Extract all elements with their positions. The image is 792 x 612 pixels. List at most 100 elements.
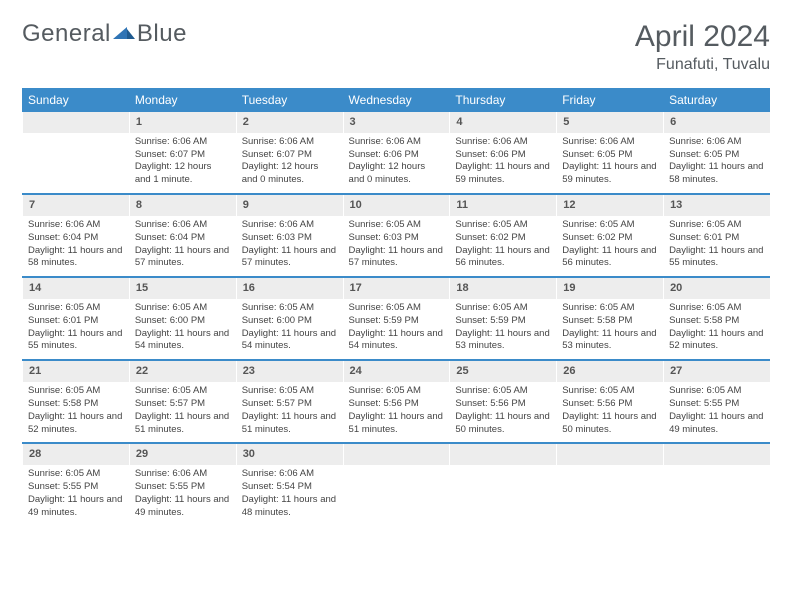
day-details: Sunrise: 6:05 AMSunset: 5:56 PMDaylight:…: [343, 382, 450, 442]
day-number: 7: [22, 195, 129, 216]
day-details: Sunrise: 6:06 AMSunset: 5:54 PMDaylight:…: [236, 465, 343, 525]
calendar-empty: [556, 443, 663, 525]
calendar-day: 27Sunrise: 6:05 AMSunset: 5:55 PMDayligh…: [663, 360, 770, 442]
calendar-day: 8Sunrise: 6:06 AMSunset: 6:04 PMDaylight…: [129, 194, 236, 276]
day-number: 4: [449, 112, 556, 133]
calendar-day: 23Sunrise: 6:05 AMSunset: 5:57 PMDayligh…: [236, 360, 343, 442]
day-details: Sunrise: 6:05 AMSunset: 6:00 PMDaylight:…: [129, 299, 236, 359]
calendar-day: 21Sunrise: 6:05 AMSunset: 5:58 PMDayligh…: [22, 360, 129, 442]
sunset-text: Sunset: 6:05 PM: [669, 149, 764, 162]
sunset-text: Sunset: 5:55 PM: [669, 398, 764, 411]
calendar-day: 1Sunrise: 6:06 AMSunset: 6:07 PMDaylight…: [129, 112, 236, 193]
sunrise-text: Sunrise: 6:05 AM: [669, 385, 764, 398]
month-title: April 2024: [635, 20, 770, 54]
calendar-day: 19Sunrise: 6:05 AMSunset: 5:58 PMDayligh…: [556, 277, 663, 359]
day-header: Tuesday: [236, 88, 343, 112]
sunrise-text: Sunrise: 6:05 AM: [562, 385, 657, 398]
day-number: 10: [343, 195, 450, 216]
sunrise-text: Sunrise: 6:05 AM: [349, 385, 444, 398]
day-details: Sunrise: 6:05 AMSunset: 5:57 PMDaylight:…: [129, 382, 236, 442]
daylight-text: Daylight: 11 hours and 52 minutes.: [669, 328, 764, 354]
sunrise-text: Sunrise: 6:05 AM: [455, 219, 550, 232]
calendar-day: 24Sunrise: 6:05 AMSunset: 5:56 PMDayligh…: [343, 360, 450, 442]
sunrise-text: Sunrise: 6:05 AM: [242, 302, 337, 315]
day-details: Sunrise: 6:05 AMSunset: 6:03 PMDaylight:…: [343, 216, 450, 276]
location-label: Funafuti, Tuvalu: [635, 56, 770, 74]
calendar-empty: [343, 443, 450, 525]
daylight-text: Daylight: 11 hours and 53 minutes.: [455, 328, 550, 354]
day-number: 20: [663, 278, 770, 299]
sunset-text: Sunset: 6:00 PM: [242, 315, 337, 328]
calendar-empty: [22, 112, 129, 193]
day-number: 28: [22, 444, 129, 465]
day-number: 21: [22, 361, 129, 382]
sunrise-text: Sunrise: 6:06 AM: [135, 136, 230, 149]
calendar-day: 14Sunrise: 6:05 AMSunset: 6:01 PMDayligh…: [22, 277, 129, 359]
sunset-text: Sunset: 5:58 PM: [562, 315, 657, 328]
calendar-day: 18Sunrise: 6:05 AMSunset: 5:59 PMDayligh…: [449, 277, 556, 359]
sunset-text: Sunset: 6:00 PM: [135, 315, 230, 328]
day-number: 3: [343, 112, 450, 133]
sunrise-text: Sunrise: 6:05 AM: [455, 385, 550, 398]
sunset-text: Sunset: 5:58 PM: [669, 315, 764, 328]
day-number: 24: [343, 361, 450, 382]
day-details: Sunrise: 6:05 AMSunset: 6:02 PMDaylight:…: [449, 216, 556, 276]
calendar-empty: [449, 443, 556, 525]
sunset-text: Sunset: 6:01 PM: [669, 232, 764, 245]
daylight-text: Daylight: 11 hours and 55 minutes.: [669, 245, 764, 271]
calendar-head: SundayMondayTuesdayWednesdayThursdayFrid…: [22, 88, 770, 112]
sunset-text: Sunset: 5:59 PM: [455, 315, 550, 328]
sunset-text: Sunset: 6:05 PM: [562, 149, 657, 162]
daylight-text: Daylight: 12 hours and 0 minutes.: [242, 161, 337, 187]
day-details: Sunrise: 6:05 AMSunset: 5:58 PMDaylight:…: [556, 299, 663, 359]
day-number: 23: [236, 361, 343, 382]
day-header: Saturday: [663, 88, 770, 112]
day-number: 11: [449, 195, 556, 216]
day-details: Sunrise: 6:05 AMSunset: 5:55 PMDaylight:…: [663, 382, 770, 442]
day-number: 15: [129, 278, 236, 299]
sunset-text: Sunset: 5:55 PM: [135, 481, 230, 494]
day-number: 8: [129, 195, 236, 216]
daylight-text: Daylight: 11 hours and 49 minutes.: [28, 494, 123, 520]
calendar-day: 9Sunrise: 6:06 AMSunset: 6:03 PMDaylight…: [236, 194, 343, 276]
calendar-day: 2Sunrise: 6:06 AMSunset: 6:07 PMDaylight…: [236, 112, 343, 193]
day-details: Sunrise: 6:06 AMSunset: 6:07 PMDaylight:…: [129, 133, 236, 193]
daylight-text: Daylight: 11 hours and 50 minutes.: [455, 411, 550, 437]
daylight-text: Daylight: 11 hours and 54 minutes.: [242, 328, 337, 354]
day-details: Sunrise: 6:05 AMSunset: 5:56 PMDaylight:…: [449, 382, 556, 442]
calendar-day: 30Sunrise: 6:06 AMSunset: 5:54 PMDayligh…: [236, 443, 343, 525]
daylight-text: Daylight: 11 hours and 49 minutes.: [135, 494, 230, 520]
sunset-text: Sunset: 6:04 PM: [28, 232, 123, 245]
day-number: 9: [236, 195, 343, 216]
calendar-day: 22Sunrise: 6:05 AMSunset: 5:57 PMDayligh…: [129, 360, 236, 442]
daylight-text: Daylight: 11 hours and 54 minutes.: [135, 328, 230, 354]
day-number: 14: [22, 278, 129, 299]
sunset-text: Sunset: 6:06 PM: [455, 149, 550, 162]
day-details: Sunrise: 6:05 AMSunset: 5:58 PMDaylight:…: [663, 299, 770, 359]
daylight-text: Daylight: 11 hours and 58 minutes.: [28, 245, 123, 271]
calendar-day: 7Sunrise: 6:06 AMSunset: 6:04 PMDaylight…: [22, 194, 129, 276]
day-details: Sunrise: 6:06 AMSunset: 6:04 PMDaylight:…: [22, 216, 129, 276]
logo-text-1: General: [22, 20, 111, 48]
daylight-text: Daylight: 11 hours and 57 minutes.: [242, 245, 337, 271]
logo-text-2: Blue: [137, 20, 187, 48]
day-number: 30: [236, 444, 343, 465]
day-details: Sunrise: 6:05 AMSunset: 6:01 PMDaylight:…: [22, 299, 129, 359]
day-details: Sunrise: 6:05 AMSunset: 6:00 PMDaylight:…: [236, 299, 343, 359]
sunset-text: Sunset: 5:58 PM: [28, 398, 123, 411]
sunset-text: Sunset: 6:01 PM: [28, 315, 123, 328]
daylight-text: Daylight: 11 hours and 48 minutes.: [242, 494, 337, 520]
sunset-text: Sunset: 5:56 PM: [562, 398, 657, 411]
sunrise-text: Sunrise: 6:06 AM: [135, 219, 230, 232]
daylight-text: Daylight: 11 hours and 50 minutes.: [562, 411, 657, 437]
sunset-text: Sunset: 6:06 PM: [349, 149, 444, 162]
calendar-day: 28Sunrise: 6:05 AMSunset: 5:55 PMDayligh…: [22, 443, 129, 525]
sunrise-text: Sunrise: 6:05 AM: [669, 302, 764, 315]
daylight-text: Daylight: 11 hours and 51 minutes.: [242, 411, 337, 437]
day-details: Sunrise: 6:05 AMSunset: 5:59 PMDaylight:…: [449, 299, 556, 359]
sunset-text: Sunset: 6:03 PM: [242, 232, 337, 245]
sunset-text: Sunset: 6:04 PM: [135, 232, 230, 245]
day-header: Thursday: [449, 88, 556, 112]
daylight-text: Daylight: 11 hours and 58 minutes.: [669, 161, 764, 187]
sunrise-text: Sunrise: 6:05 AM: [28, 385, 123, 398]
